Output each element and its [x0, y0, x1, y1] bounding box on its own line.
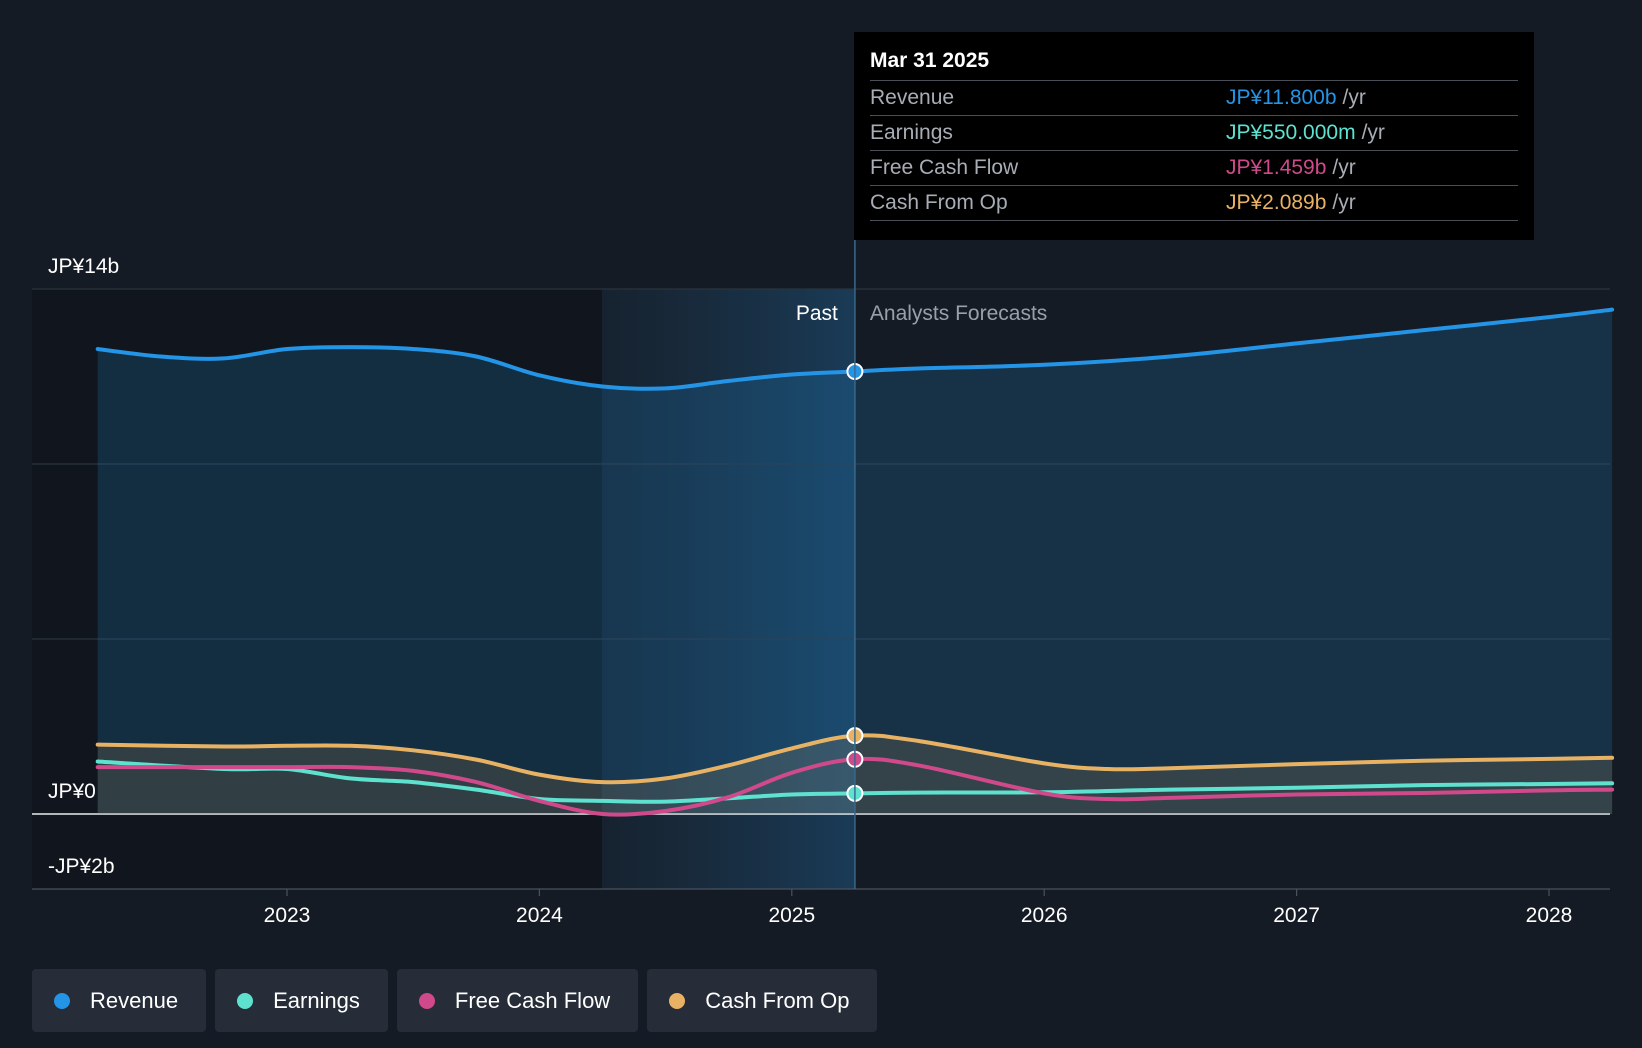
legend-dot-icon [54, 992, 70, 1009]
past-shade-dark [32, 289, 602, 889]
tooltip-unit: /yr [1332, 156, 1356, 179]
legend-item-earnings[interactable]: Earnings [215, 969, 388, 1032]
legend-label: Free Cash Flow [454, 987, 611, 1013]
tooltip-unit: /yr [1332, 191, 1356, 214]
legend-item-cash-from-op[interactable]: Cash From Op [647, 969, 878, 1032]
tooltip-label: Revenue [870, 86, 955, 109]
tooltip-label: Free Cash Flow [870, 156, 1019, 179]
revenue-line [95, 307, 1615, 391]
earnings-line [95, 759, 1615, 804]
cash-from-op-line [95, 733, 1615, 785]
tooltip-label: Cash From Op [870, 191, 1008, 214]
tooltip-label: Earnings [870, 121, 953, 144]
tooltip-unit: /yr [1361, 121, 1385, 144]
x-tick-label: 2028 [1526, 904, 1573, 927]
tooltip-value: JP¥1.459b [1226, 156, 1327, 179]
legend-label: Earnings [273, 987, 360, 1013]
y-tick-label: JP¥0 [48, 780, 96, 803]
free-cash-flow-line [95, 756, 1615, 817]
tooltip-rows: Revenue JP¥11.800b /yr Earnings JP¥550.0… [870, 80, 1518, 221]
y-tick-label: -JP¥2b [48, 855, 115, 878]
x-tick-label: 2023 [264, 904, 311, 927]
legend-label: Revenue [90, 987, 179, 1013]
axis-labels: JP¥14b JP¥0 -JP¥2b 2023 2024 2025 2026 2027 2028 [48, 255, 1572, 927]
legend-dot-icon [418, 992, 435, 1009]
tooltip-row-revenue: Revenue JP¥11.800b /yr [870, 80, 1518, 115]
tooltip: Mar 31 2025 Revenue JP¥11.800b /yr Earni… [854, 32, 1534, 240]
past-label: Past [796, 302, 838, 325]
forecast-label: Analysts Forecasts [870, 302, 1047, 325]
series-lines [95, 307, 1615, 817]
legend-item-revenue[interactable]: Revenue [32, 969, 207, 1032]
tooltip-date: Mar 31 2025 [870, 49, 990, 72]
x-tick-label: 2025 [768, 904, 815, 927]
legend-dot-icon [669, 992, 686, 1009]
legend-dot-icon [237, 992, 254, 1009]
x-tick-label: 2024 [516, 904, 563, 927]
tooltip-value: JP¥550.000m [1226, 121, 1356, 144]
tooltip-row-free-cash-flow: Free Cash Flow JP¥1.459b /yr [870, 150, 1518, 185]
grid [32, 288, 1610, 890]
x-tick-label: 2026 [1021, 904, 1068, 927]
tooltip-value: JP¥2.089b [1226, 191, 1327, 214]
legend: Revenue Earnings Free Cash Flow Cash Fro… [32, 969, 886, 1032]
y-tick-label: JP¥14b [48, 255, 119, 278]
x-tick-label: 2027 [1273, 904, 1320, 927]
legend-label: Cash From Op [705, 987, 850, 1013]
tooltip-value: JP¥11.800b [1226, 86, 1337, 109]
legend-item-free-cash-flow[interactable]: Free Cash Flow [396, 969, 639, 1032]
tooltip-row-cash-from-op: Cash From Op JP¥2.089b /yr [870, 185, 1518, 221]
tooltip-row-earnings: Earnings JP¥550.000m /yr [870, 115, 1518, 150]
tooltip-unit: /yr [1342, 86, 1366, 109]
